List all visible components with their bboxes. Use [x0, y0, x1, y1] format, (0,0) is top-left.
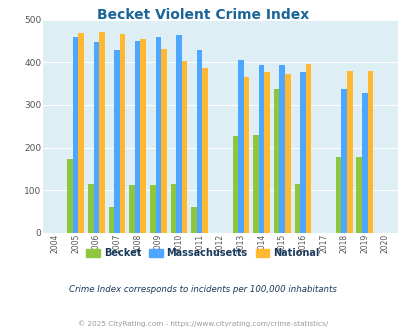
Bar [149, 185, 155, 233]
Bar [181, 61, 187, 233]
Bar [258, 65, 264, 233]
Bar [161, 49, 166, 233]
Bar [191, 207, 196, 233]
Bar [305, 64, 311, 233]
Bar [253, 135, 258, 233]
Text: © 2025 CityRating.com - https://www.cityrating.com/crime-statistics/: © 2025 CityRating.com - https://www.city… [78, 321, 327, 327]
Bar [264, 72, 269, 233]
Bar [67, 159, 73, 233]
Bar [356, 157, 361, 233]
Bar [170, 184, 176, 233]
Bar [243, 77, 249, 233]
Legend: Becket, Massachusetts, National: Becket, Massachusetts, National [82, 244, 323, 262]
Bar [109, 207, 114, 233]
Bar [88, 184, 93, 233]
Bar [202, 68, 207, 233]
Bar [140, 39, 146, 233]
Bar [299, 72, 305, 233]
Text: Becket Violent Crime Index: Becket Violent Crime Index [97, 8, 308, 22]
Bar [346, 71, 352, 233]
Bar [273, 89, 279, 233]
Bar [294, 184, 299, 233]
Bar [196, 50, 202, 233]
Bar [238, 60, 243, 233]
Text: Crime Index corresponds to incidents per 100,000 inhabitants: Crime Index corresponds to incidents per… [69, 285, 336, 294]
Bar [78, 33, 84, 233]
Bar [341, 89, 346, 233]
Bar [232, 136, 238, 233]
Bar [361, 93, 367, 233]
Bar [176, 35, 181, 233]
Bar [367, 71, 372, 233]
Bar [99, 32, 104, 233]
Bar [129, 185, 134, 233]
Bar [284, 74, 290, 233]
Bar [155, 37, 161, 233]
Bar [73, 37, 78, 233]
Bar [114, 50, 119, 233]
Bar [279, 65, 284, 233]
Bar [119, 34, 125, 233]
Bar [134, 41, 140, 233]
Bar [335, 157, 341, 233]
Bar [93, 42, 99, 233]
